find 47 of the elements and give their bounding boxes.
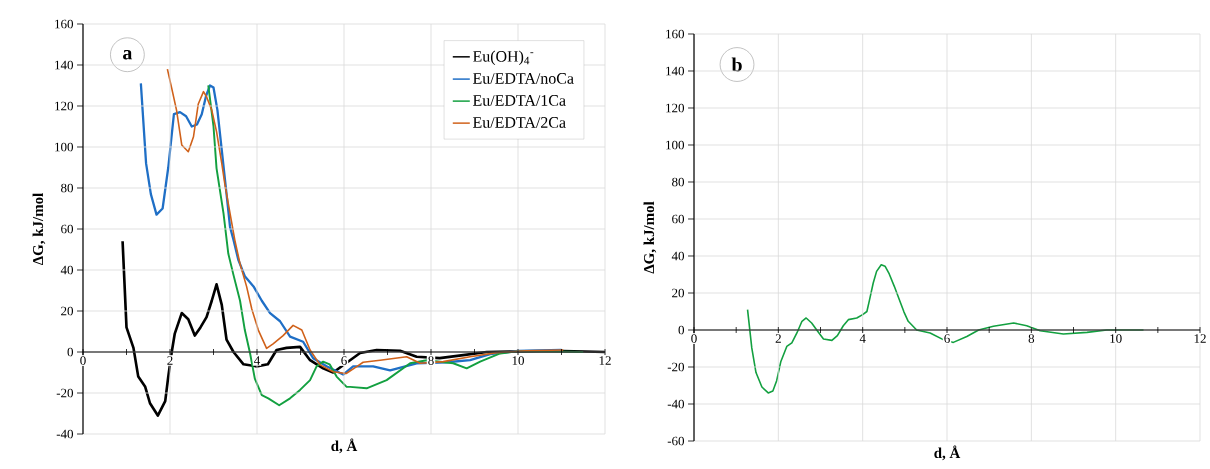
x-tick-label: 8	[428, 356, 434, 365]
x-tick-label: 6	[341, 356, 347, 365]
y-axis-title: ΔG, kJ/mol	[32, 193, 46, 266]
x-axis-title: d, Å	[331, 438, 358, 454]
x-tick-label: 10	[512, 356, 524, 365]
x-tick-label: 0	[691, 334, 697, 343]
x-tick-label: 4	[859, 334, 866, 343]
y-tick-label: 160	[55, 19, 74, 29]
x-axis-title: d, Å	[934, 445, 961, 461]
text: b	[731, 57, 742, 72]
x-tick-label: 6	[944, 334, 950, 343]
text: a	[123, 49, 133, 60]
y-tick-label: 0	[678, 325, 685, 335]
y-tick-label: 100	[666, 140, 685, 150]
y-tick-label: -40	[56, 429, 74, 439]
y-tick-label: 20	[61, 306, 74, 316]
y-tick-label: 40	[60, 265, 74, 275]
y-tick-label: 80	[61, 183, 74, 193]
y-tick-label: 60	[61, 224, 74, 234]
x-tick-label: 8	[1028, 334, 1035, 343]
y-tick-label: 60	[672, 214, 685, 224]
y-tick-label: 80	[672, 177, 685, 187]
legend-label: Eu/EDTA/noCa	[472, 73, 574, 84]
y-tick-label: 160	[666, 29, 685, 39]
x-tick-label: 4	[254, 356, 261, 365]
y-axis-title: ΔG, kJ/mol	[643, 201, 657, 274]
x-tick-label: 2	[167, 356, 173, 365]
y-tick-label: 120	[55, 101, 74, 111]
x-tick-label: 12	[1194, 334, 1206, 343]
y-tick-label: -40	[667, 399, 685, 409]
y-tick-label: 140	[666, 66, 685, 76]
y-tick-label: 40	[671, 251, 685, 261]
y-tick-label: -20	[56, 388, 74, 398]
y-tick-label: -20	[667, 362, 685, 372]
y-tick-label: 100	[55, 142, 74, 152]
legend-label: Eu(OH)$_{4}$-	[472, 50, 534, 66]
y-tick-label: 140	[55, 60, 74, 70]
x-tick-label: 0	[80, 356, 86, 365]
y-tick-label: 0	[67, 347, 74, 357]
legend-label: Eu/EDTA/1Ca	[472, 95, 566, 106]
x-tick-label: 12	[599, 356, 611, 365]
y-tick-label: -60	[667, 436, 685, 446]
y-tick-label: 20	[672, 288, 685, 298]
y-tick-label: 120	[666, 103, 685, 113]
legend-label: Eu/EDTA/2Ca	[472, 117, 566, 128]
x-tick-label: 10	[1110, 334, 1122, 343]
x-tick-label: 2	[775, 334, 781, 343]
